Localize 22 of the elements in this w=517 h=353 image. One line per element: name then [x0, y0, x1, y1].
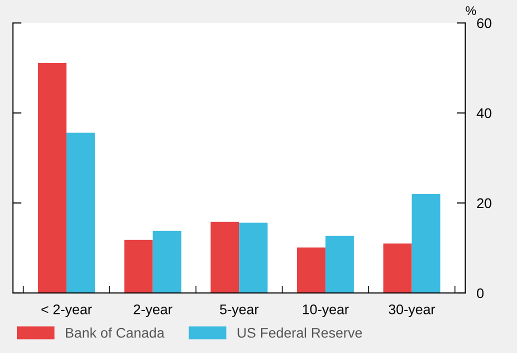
bar: [38, 63, 66, 293]
x-tick-label: 10-year: [302, 304, 349, 318]
bar: [152, 230, 182, 293]
legend-label: Bank of Canada: [66, 328, 164, 338]
y-tick-label: 40: [476, 108, 492, 118]
x-tick-label: 30-year: [388, 304, 436, 318]
bar: [239, 222, 268, 293]
bar: [124, 240, 153, 293]
x-tick-label: 2-year: [134, 304, 172, 318]
y-tick-label: 20: [477, 198, 492, 208]
bar: [325, 236, 354, 293]
bar: [210, 222, 240, 293]
y-tick-label: 60: [477, 18, 492, 28]
y-tick-label: 0: [476, 288, 484, 298]
bar: [412, 194, 440, 293]
bar: [383, 243, 412, 293]
x-tick-label: 5-year: [220, 304, 259, 318]
bar: [66, 132, 95, 293]
x-tick-label: < 2-year: [41, 304, 92, 318]
legend-label: US Federal Reserve: [238, 328, 362, 338]
bar: [296, 248, 326, 293]
y-axis-title: %: [466, 6, 476, 16]
